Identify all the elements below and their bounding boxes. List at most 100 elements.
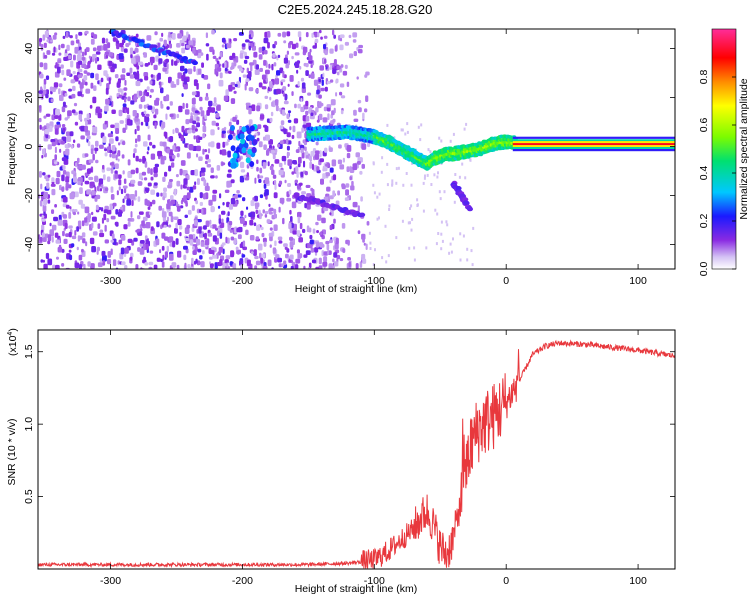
heatmap-cell xyxy=(110,186,114,193)
heatmap-cell xyxy=(277,257,282,263)
heatmap-cell xyxy=(277,236,283,241)
heatmap-cell xyxy=(318,113,323,121)
snr-y-scale-exp: 4 xyxy=(7,332,14,336)
heatmap-cell xyxy=(42,172,46,176)
heatmap-cell xyxy=(90,32,95,36)
heatmap-cell xyxy=(135,80,141,87)
heatmap-cell xyxy=(74,262,80,269)
heatmap-cell xyxy=(256,224,261,231)
heatmap-cell xyxy=(153,114,157,119)
colorbar-ticks: 0.0 0.2 0.4 0.6 0.8 xyxy=(698,70,736,276)
heatmap-cell xyxy=(269,117,273,123)
heatmap-cell xyxy=(222,202,225,206)
heatmap-cell xyxy=(187,209,192,215)
heatmap-cell xyxy=(50,183,56,187)
y-tick-label: 1.0 xyxy=(23,417,35,432)
heatmap-cell xyxy=(333,218,336,224)
heatmap-cell xyxy=(100,207,104,212)
heatmap-cell xyxy=(224,189,230,193)
heatmap-cell xyxy=(39,62,44,68)
heatmap-cell xyxy=(363,242,366,246)
heatmap-cell xyxy=(51,188,56,196)
heatmap-cell xyxy=(163,224,167,228)
heatmap-cell xyxy=(87,261,91,267)
heatmap-cell xyxy=(56,256,59,260)
heatmap-cell xyxy=(66,44,70,51)
heatmap-cell xyxy=(135,167,139,174)
heatmap-cell xyxy=(255,236,260,240)
heatmap-cell xyxy=(305,250,311,255)
heatmap-cell xyxy=(274,78,280,85)
heatmap-cell xyxy=(440,247,443,251)
heatmap-cell xyxy=(114,221,119,226)
heatmap-cell xyxy=(65,184,69,191)
heatmap-cell xyxy=(267,42,270,49)
heatmap-cell xyxy=(149,141,153,146)
heatmap-cell xyxy=(210,129,215,136)
heatmap-cell xyxy=(289,165,292,170)
heatmap-cell xyxy=(46,50,51,55)
heatmap-cell xyxy=(291,201,297,209)
heatmap-cell xyxy=(102,136,107,143)
heatmap-cell xyxy=(170,215,174,223)
heatmap-cell xyxy=(261,253,265,258)
heatmap-cell xyxy=(150,189,155,195)
heatmap-cell xyxy=(269,165,274,171)
heatmap-cell xyxy=(301,191,306,195)
heatmap-cell xyxy=(361,163,365,169)
heatmap-cell xyxy=(219,149,223,155)
heatmap-cell xyxy=(296,230,301,237)
heatmap-cell xyxy=(302,124,307,129)
heatmap-cell xyxy=(57,59,62,64)
heatmap-cell xyxy=(70,144,74,149)
heatmap-cell xyxy=(93,85,97,91)
heatmap-cell xyxy=(268,232,273,237)
heatmap-cell xyxy=(160,192,163,197)
heatmap-cell xyxy=(206,164,212,168)
heatmap-cell xyxy=(410,228,413,232)
heatmap-cell xyxy=(362,236,365,243)
heatmap-cell xyxy=(215,175,218,179)
snr-y-ticks: 0.5 1.0 1.5 xyxy=(23,344,675,504)
heatmap-cell xyxy=(256,166,259,172)
heatmap-cell xyxy=(150,153,156,160)
heatmap-cell xyxy=(254,177,257,184)
heatmap-cell xyxy=(122,103,127,108)
heatmap-cell xyxy=(120,247,125,255)
heatmap-cell xyxy=(339,258,344,262)
heatmap-cell xyxy=(316,230,319,234)
heatmap-cell xyxy=(124,109,127,114)
heatmap-cell xyxy=(247,148,253,155)
heatmap-cell xyxy=(183,178,188,185)
heatmap-cell xyxy=(141,220,145,227)
heatmap-cell xyxy=(248,212,253,217)
heatmap-cell xyxy=(175,201,178,208)
heatmap-cell xyxy=(235,246,239,251)
heatmap-cell xyxy=(249,30,253,35)
heatmap-cell xyxy=(101,37,106,44)
heatmap-cell xyxy=(215,112,220,118)
heatmap-cell xyxy=(328,263,333,269)
heatmap-cell xyxy=(80,135,85,140)
heatmap-cell xyxy=(386,162,389,166)
heatmap-cell xyxy=(453,200,456,204)
heatmap-cell xyxy=(74,191,79,198)
heatmap-cell xyxy=(91,216,97,222)
heatmap-cell xyxy=(206,109,210,116)
heatmap-cell xyxy=(51,224,57,231)
heatmap-cell xyxy=(107,251,112,258)
heatmap-cell xyxy=(72,70,76,75)
heatmap-cell xyxy=(87,60,91,65)
heatmap-cell xyxy=(197,248,202,253)
x-tick-label: -100 xyxy=(364,575,385,587)
heatmap-cell xyxy=(196,122,200,128)
heatmap-cell xyxy=(200,110,205,117)
heatmap-cell xyxy=(419,138,422,142)
heatmap-cell xyxy=(287,159,293,166)
heatmap-cell xyxy=(163,39,167,47)
heatmap-cell xyxy=(325,172,330,177)
heatmap-cell xyxy=(55,264,60,269)
heatmap-cell xyxy=(166,216,170,222)
heatmap-cell xyxy=(202,125,207,133)
heatmap-cell xyxy=(181,47,186,54)
